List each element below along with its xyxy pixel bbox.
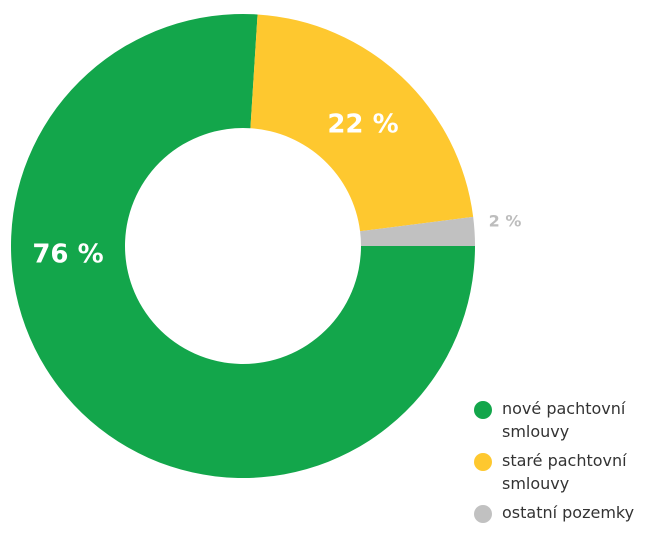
donut-segment <box>10 14 476 478</box>
legend: nové pachtovní smlouvy staré pachtovní sm… <box>474 397 668 530</box>
data-label: 2 % <box>489 212 522 231</box>
data-label: 22 % <box>327 110 398 140</box>
legend-item: staré pachtovní smlouvy <box>474 449 668 495</box>
legend-swatch <box>474 401 492 419</box>
legend-label: staré pachtovní smlouvy <box>502 451 627 493</box>
legend-item: ostatní pozemky <box>474 501 668 524</box>
donut-segment <box>360 216 475 246</box>
legend-swatch <box>474 505 492 523</box>
data-label: 76 % <box>32 240 103 270</box>
legend-label: ostatní pozemky <box>502 503 635 522</box>
donut-segment <box>250 14 474 232</box>
legend-label: nové pachtovní smlouvy <box>502 399 626 441</box>
legend-item: nové pachtovní smlouvy <box>474 397 668 443</box>
legend-swatch <box>474 453 492 471</box>
